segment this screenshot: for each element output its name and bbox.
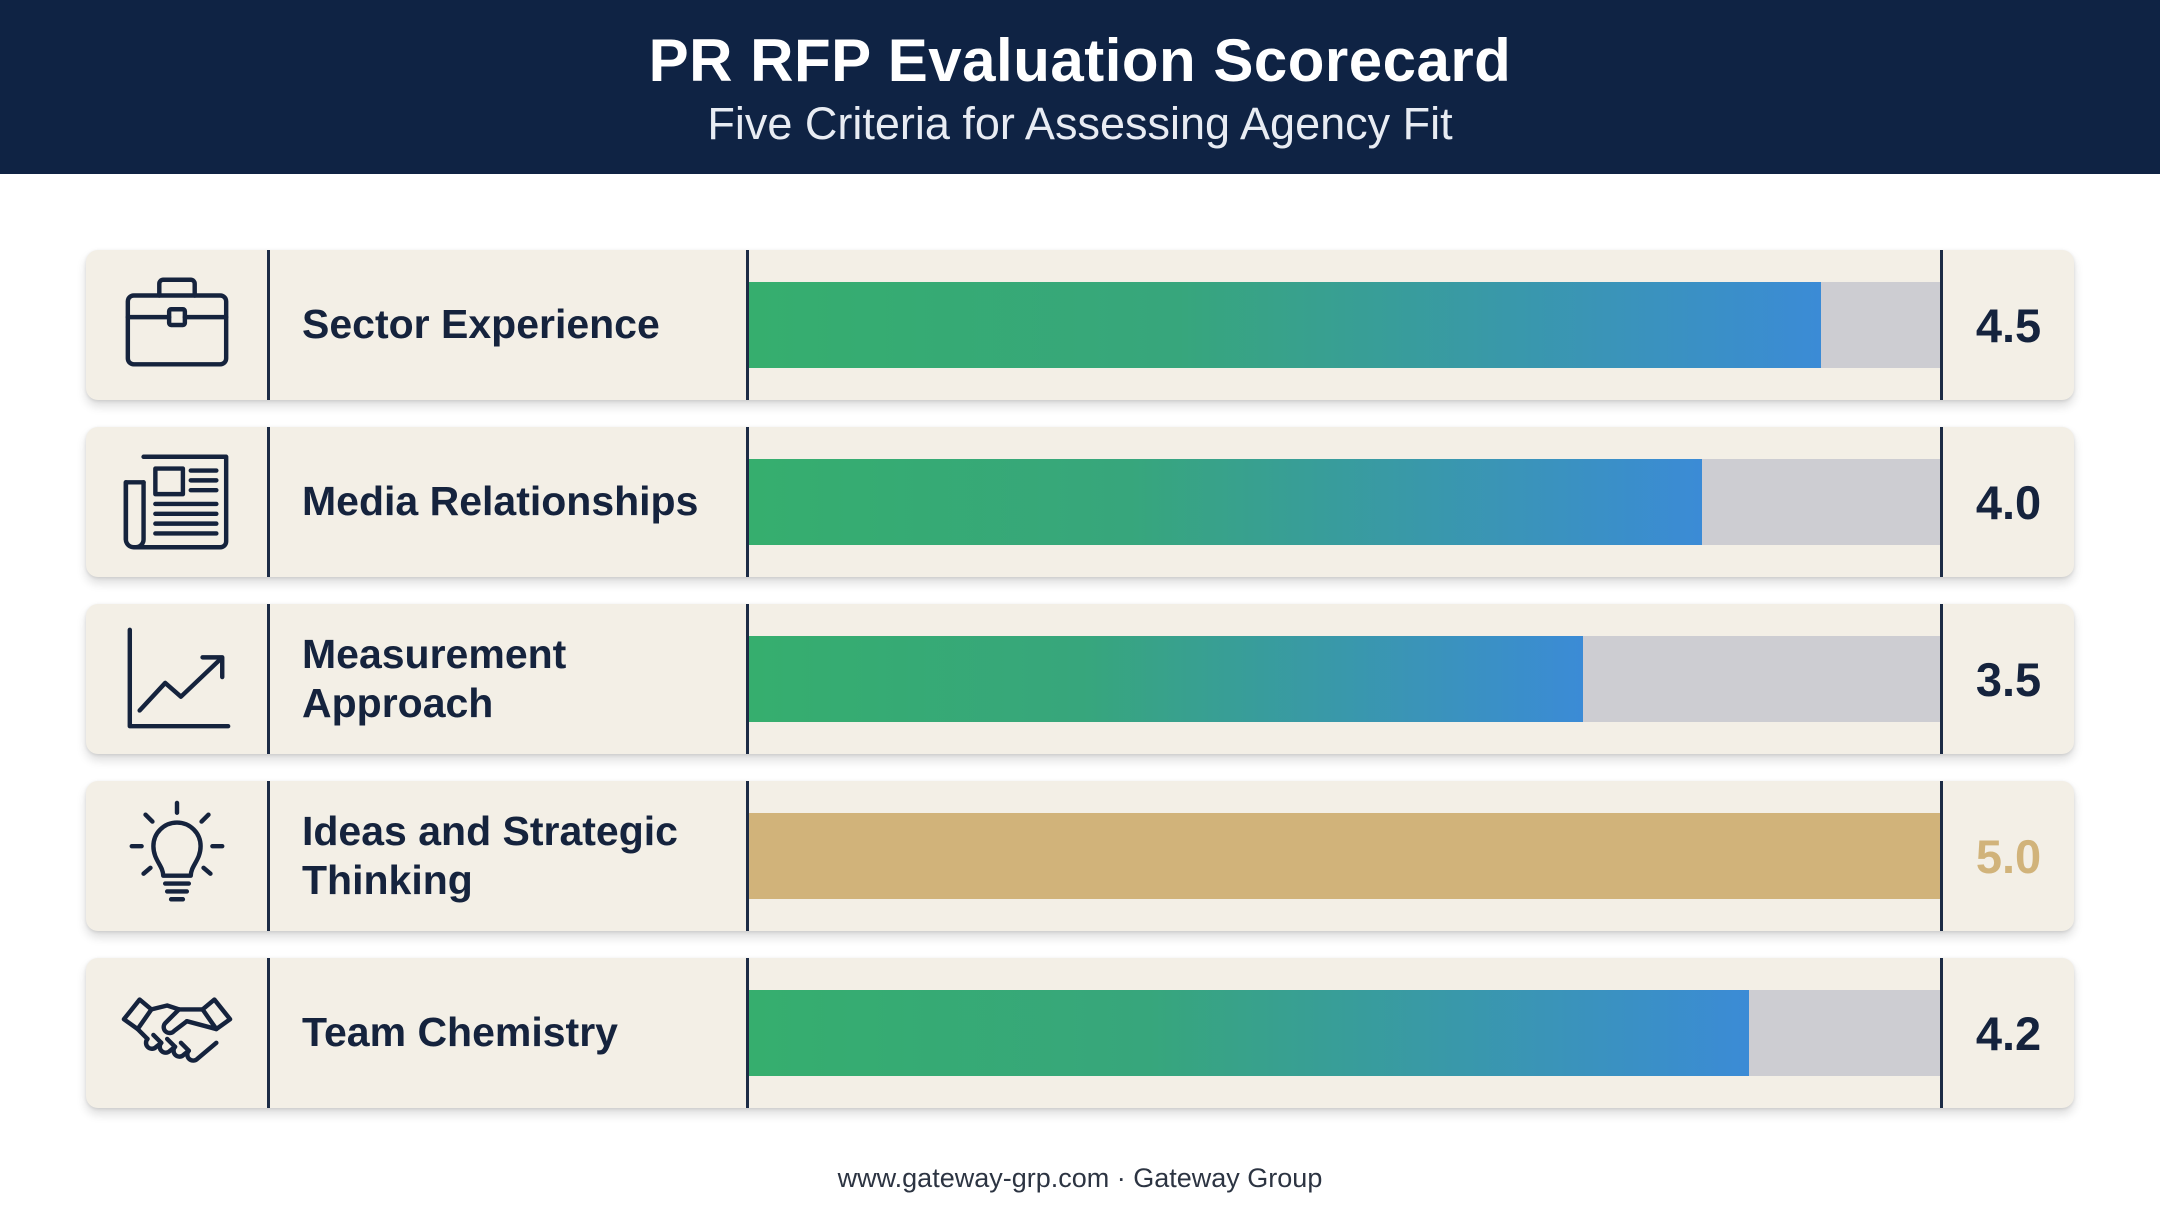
row-divider bbox=[267, 958, 270, 1108]
row-divider bbox=[746, 250, 749, 400]
score-value: 4.5 bbox=[1975, 298, 2042, 352]
briefcase-icon bbox=[86, 250, 268, 400]
criterion-label: Sector Experience bbox=[302, 301, 660, 348]
row-divider bbox=[746, 958, 749, 1108]
newspaper-icon bbox=[86, 427, 268, 577]
header-banner: PR RFP Evaluation Scorecard Five Criteri… bbox=[0, 0, 2160, 174]
page-subtitle: Five Criteria for Assessing Agency Fit bbox=[707, 98, 1453, 149]
trend-chart-icon bbox=[86, 604, 268, 754]
bar-track bbox=[749, 990, 1940, 1076]
criterion-row: Measurement Approach 3.5 bbox=[86, 604, 2074, 754]
criterion-label: Ideas and Strategic Thinking bbox=[302, 807, 678, 903]
row-divider bbox=[1940, 781, 1943, 931]
footer-credit: www.gateway-grp.com · Gateway Group bbox=[837, 1163, 1323, 1193]
row-divider bbox=[267, 604, 270, 754]
score-value: 3.5 bbox=[1975, 652, 2042, 706]
bar-fill bbox=[749, 459, 1702, 545]
bar-track bbox=[749, 459, 1940, 545]
bar-fill bbox=[749, 813, 1940, 899]
row-divider bbox=[267, 781, 270, 931]
bar-fill bbox=[749, 282, 1821, 368]
criterion-label: Team Chemistry bbox=[302, 1009, 618, 1056]
row-divider bbox=[746, 604, 749, 754]
criterion-row: Sector Experience 4.5 bbox=[86, 250, 2074, 400]
criterion-row: Team Chemistry 4.2 bbox=[86, 958, 2074, 1108]
bar-track bbox=[749, 636, 1940, 722]
row-divider bbox=[267, 427, 270, 577]
handshake-icon bbox=[86, 958, 268, 1108]
score-value: 4.2 bbox=[1975, 1006, 2042, 1060]
scorecard-rows: Sector Experience 4.5 Media Relationship… bbox=[86, 250, 2074, 1135]
bar-fill bbox=[749, 990, 1750, 1076]
criterion-row: Media Relationships 4.0 bbox=[86, 427, 2074, 577]
row-divider bbox=[267, 250, 270, 400]
bar-track bbox=[749, 813, 1940, 899]
criterion-label: Measurement Approach bbox=[302, 630, 567, 726]
criterion-label: Media Relationships bbox=[302, 478, 699, 525]
row-divider bbox=[1940, 250, 1943, 400]
bar-fill bbox=[749, 636, 1583, 722]
criterion-row: Ideas and Strategic Thinking 5.0 bbox=[86, 781, 2074, 931]
row-divider bbox=[746, 781, 749, 931]
row-divider bbox=[1940, 427, 1943, 577]
row-divider bbox=[746, 427, 749, 577]
page-title: PR RFP Evaluation Scorecard bbox=[648, 27, 1512, 94]
bar-track bbox=[749, 282, 1940, 368]
row-divider bbox=[1940, 958, 1943, 1108]
row-divider bbox=[1940, 604, 1943, 754]
score-value: 5.0 bbox=[1975, 829, 2042, 883]
lightbulb-icon bbox=[86, 781, 268, 931]
score-value: 4.0 bbox=[1975, 475, 2042, 529]
